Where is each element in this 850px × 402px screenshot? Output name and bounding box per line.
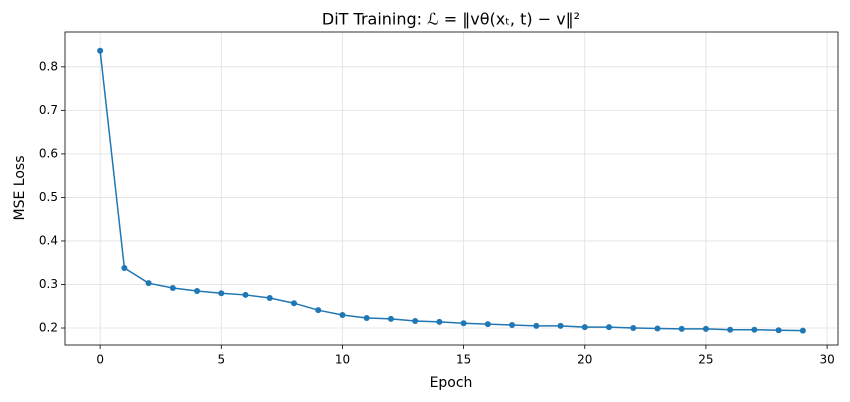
point <box>654 325 661 332</box>
point <box>436 318 443 325</box>
point <box>97 47 104 54</box>
x-tick-label: 10 <box>335 353 350 367</box>
point <box>775 327 782 334</box>
point <box>339 311 346 318</box>
point <box>266 294 273 301</box>
plot-frame <box>64 31 839 346</box>
y-tick-label: 0.2 <box>39 321 58 335</box>
point <box>484 321 491 328</box>
point <box>533 322 540 329</box>
point <box>509 321 516 328</box>
point <box>169 284 176 291</box>
point <box>630 325 637 332</box>
y-axis-label: MSE Loss <box>12 156 28 221</box>
point <box>242 291 249 298</box>
point <box>678 325 685 332</box>
point <box>702 325 709 332</box>
x-tick-label: 30 <box>819 353 834 367</box>
point <box>194 288 201 295</box>
y-tick-label: 0.5 <box>39 190 58 204</box>
point <box>581 324 588 331</box>
y-tick-label: 0.6 <box>39 146 58 160</box>
y-tick-label: 0.4 <box>39 233 58 247</box>
point <box>363 315 370 322</box>
x-tick-label: 5 <box>217 353 225 367</box>
point <box>387 315 394 322</box>
point <box>290 300 297 307</box>
point <box>557 322 564 329</box>
point <box>799 327 806 334</box>
y-tick-label: 0.3 <box>39 277 58 291</box>
point <box>460 320 467 327</box>
x-tick-label: 15 <box>456 353 471 367</box>
point <box>412 318 419 325</box>
x-tick-label: 0 <box>96 353 104 367</box>
point <box>218 290 225 297</box>
y-tick-label: 0.7 <box>39 103 58 117</box>
x-tick-label: 20 <box>577 353 592 367</box>
x-axis-label: Epoch <box>430 375 473 391</box>
chart-title: DiT Training: ℒ = ‖vθ(xₜ, t) − v‖² <box>322 10 580 29</box>
x-tick-label: 25 <box>698 353 713 367</box>
point <box>121 264 128 271</box>
point <box>315 307 322 314</box>
line <box>99 50 803 332</box>
point <box>727 326 734 333</box>
y-tick-label: 0.8 <box>39 59 58 73</box>
point <box>145 280 152 287</box>
point <box>606 324 613 331</box>
point <box>751 326 758 333</box>
